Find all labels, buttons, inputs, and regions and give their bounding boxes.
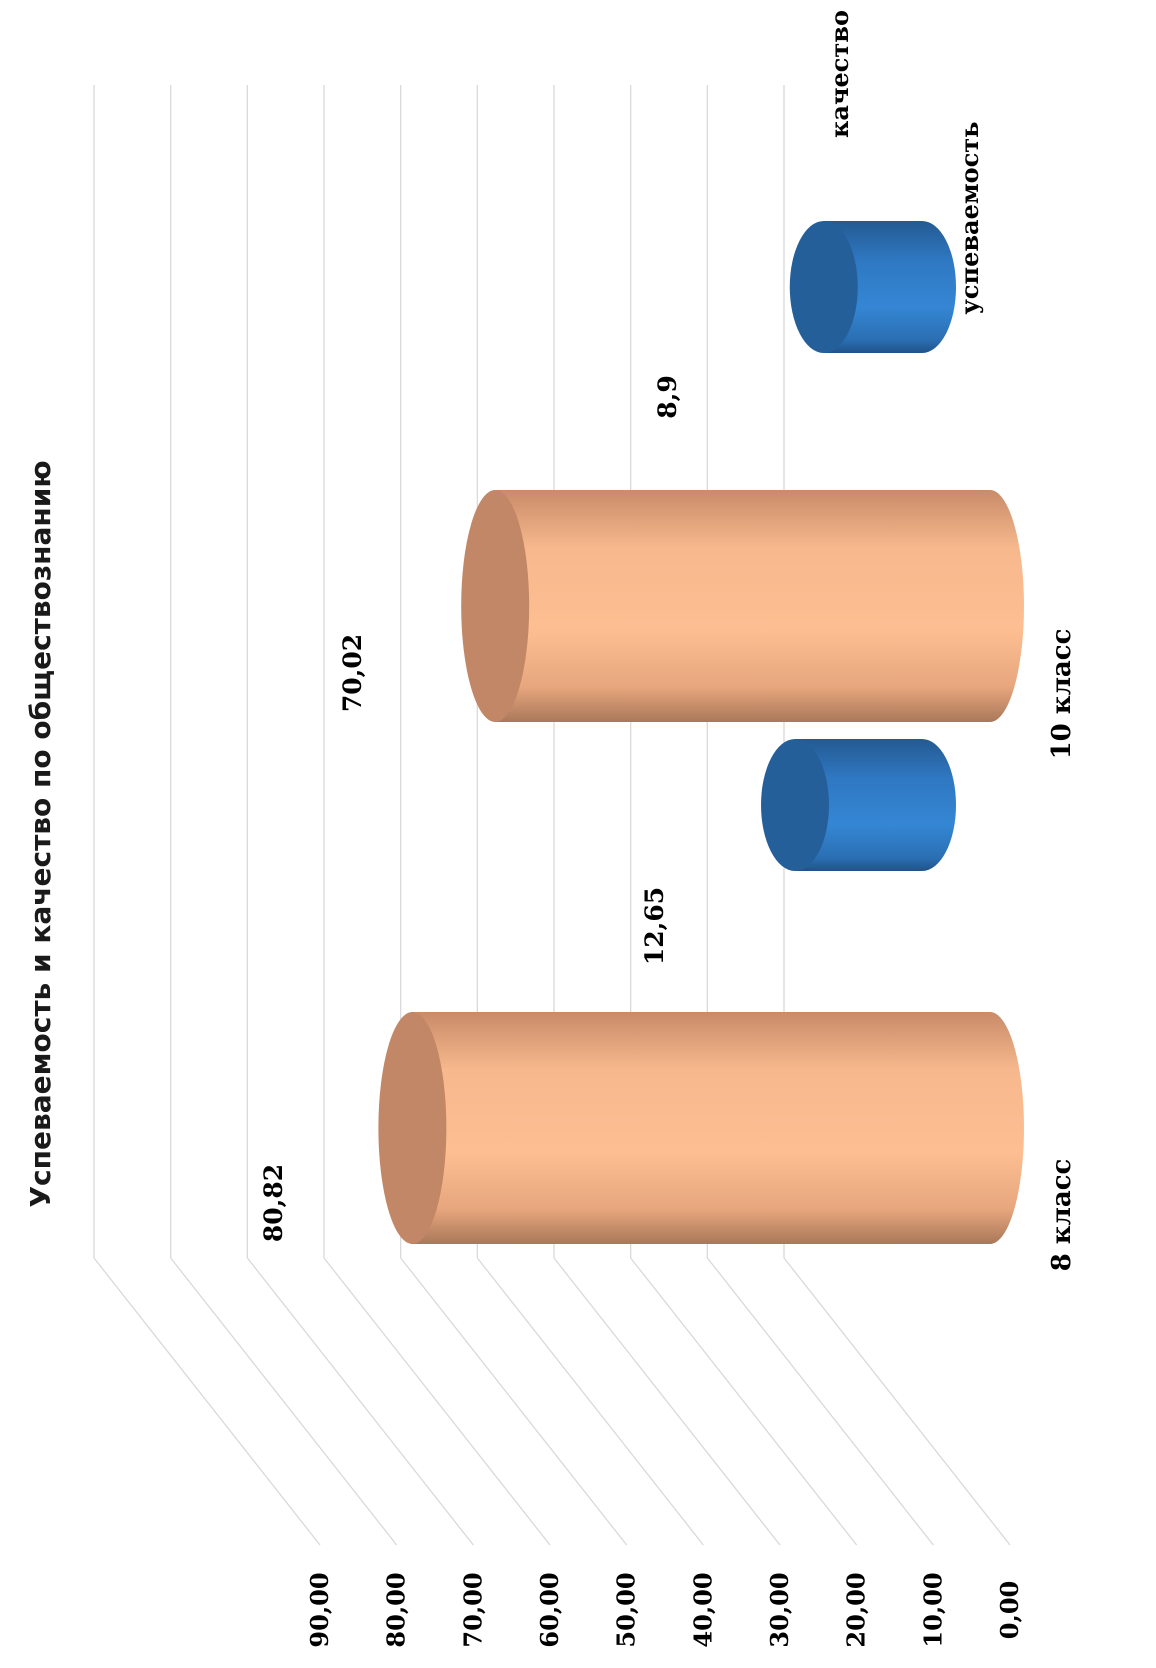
series-label: успеваемость [955, 122, 984, 315]
gridline-diag [400, 1257, 628, 1546]
y-tick-label: 20,00 [842, 1572, 871, 1647]
gridline-diag [630, 1257, 858, 1546]
bar-uspevaemost [378, 1012, 1024, 1244]
bar-uspevaemost [461, 490, 1024, 722]
data-label: 12,65 [640, 887, 669, 965]
gridline-diag [706, 1257, 934, 1546]
y-tick-label: 10,00 [918, 1572, 947, 1647]
bar-top [378, 1012, 447, 1244]
y-tick-label: 90,00 [305, 1572, 334, 1647]
data-labels: 80,82 12,65 70,02 8,9 [259, 375, 682, 1242]
gridline-diag [246, 1257, 474, 1546]
y-tick-label: 80,00 [382, 1572, 411, 1647]
data-label: 8,9 [653, 375, 682, 419]
category-labels: 8 класс 10 класс [1047, 629, 1077, 1272]
bars [378, 221, 1024, 1244]
gridline-diag [553, 1257, 781, 1546]
data-label: 70,02 [338, 634, 367, 712]
bar-body [412, 1012, 1024, 1244]
gridline-diag [93, 1257, 321, 1546]
y-tick-label: 40,00 [688, 1572, 717, 1647]
data-label: 80,82 [259, 1164, 288, 1242]
y-tick-label: 0,00 [995, 1581, 1024, 1639]
bar-top [461, 490, 530, 722]
bar-kachestvo [789, 221, 956, 353]
category-label: 10 класс [1047, 629, 1077, 760]
gridline-diag [476, 1257, 704, 1546]
y-tick-label: 60,00 [535, 1572, 564, 1647]
y-tick-label: 50,00 [612, 1572, 641, 1647]
category-label: 8 класс [1047, 1159, 1077, 1272]
bar-body [823, 221, 956, 353]
bar-body [495, 490, 1024, 722]
y-tick-label: 30,00 [765, 1572, 794, 1647]
bar-top [789, 221, 858, 353]
chart-title: Успеваемость и качество по обществознани… [24, 460, 57, 1207]
bar-kachestvo [761, 739, 956, 871]
y-tick-labels: 0,00 10,00 20,00 30,00 40,00 50,00 60,00 70,00 8… [305, 1572, 1024, 1647]
gridline-diag [783, 1257, 1011, 1546]
bar-body [795, 739, 956, 871]
bar-top [761, 739, 830, 871]
y-tick-label: 70,00 [458, 1572, 487, 1647]
gridline-diag [170, 1257, 398, 1546]
gridline-diag [323, 1257, 551, 1546]
series-label: качество [825, 10, 854, 138]
series-labels: успеваемость качество [825, 10, 984, 314]
